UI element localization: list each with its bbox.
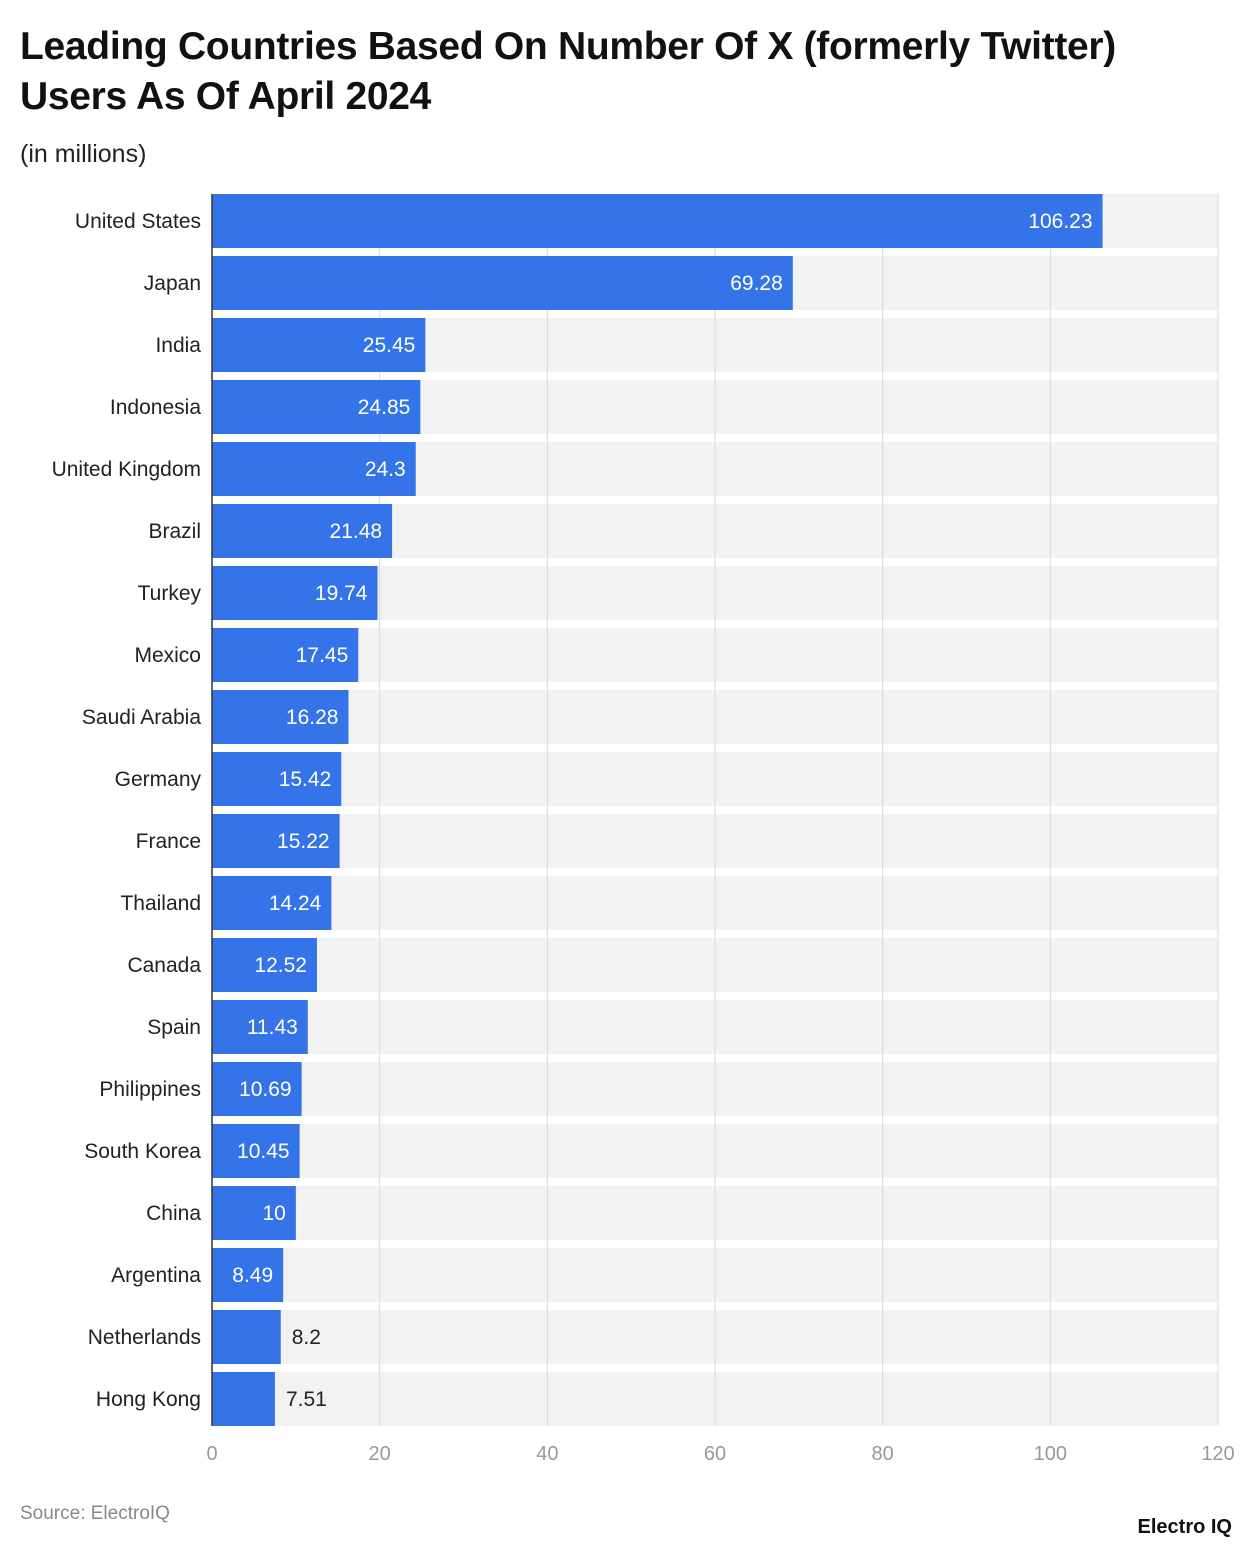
- data-label: 25.45: [363, 334, 416, 357]
- bar: [212, 1248, 284, 1302]
- data-label: 15.42: [279, 768, 332, 791]
- data-label: 10.45: [237, 1140, 290, 1163]
- bar: [212, 1372, 275, 1426]
- category-label: Canada: [127, 954, 201, 977]
- x-tick-label: 20: [369, 1443, 391, 1465]
- category-label: Mexico: [134, 644, 201, 667]
- data-label: 11.43: [247, 1016, 298, 1039]
- category-label: South Korea: [84, 1140, 201, 1163]
- bar: [212, 1062, 302, 1116]
- category-label: United States: [75, 210, 201, 233]
- category-label: Turkey: [138, 582, 202, 605]
- category-label: France: [136, 830, 201, 853]
- data-label: 10: [262, 1202, 285, 1225]
- x-tick-label: 60: [704, 1443, 726, 1465]
- data-label: 17.45: [296, 644, 349, 667]
- bar: [212, 690, 349, 744]
- bar: [212, 752, 342, 806]
- x-tick-label: 80: [872, 1443, 894, 1465]
- data-label: 8.2: [292, 1326, 321, 1349]
- bar: [212, 1310, 281, 1364]
- data-label: 12.52: [254, 954, 307, 977]
- bar: [212, 318, 426, 372]
- category-label: Japan: [144, 272, 201, 295]
- category-label: Thailand: [120, 892, 201, 915]
- category-label: India: [155, 334, 201, 357]
- category-label: Indonesia: [110, 396, 201, 419]
- category-label: Philippines: [99, 1078, 201, 1101]
- chart-subtitle: (in millions): [20, 140, 147, 168]
- bar: [212, 876, 332, 930]
- bar: [212, 938, 317, 992]
- category-label: Argentina: [111, 1264, 201, 1287]
- data-label: 7.51: [286, 1388, 327, 1411]
- bar: [212, 380, 421, 434]
- data-label: 15.22: [277, 830, 330, 853]
- category-label: Spain: [147, 1016, 201, 1039]
- brand-logo: Electro IQ: [1137, 1516, 1232, 1538]
- x-tick-label: 0: [206, 1443, 217, 1465]
- data-label: 14.24: [269, 892, 322, 915]
- bar: [212, 628, 359, 682]
- data-label: 21.48: [330, 520, 383, 543]
- data-label: 8.49: [232, 1264, 273, 1287]
- category-label: Netherlands: [88, 1326, 201, 1349]
- data-label: 19.74: [315, 582, 368, 605]
- data-label: 24.3: [365, 458, 406, 481]
- category-label: Brazil: [148, 520, 201, 543]
- bar: [212, 814, 340, 868]
- data-label: 69.28: [730, 272, 783, 295]
- x-tick-label: 100: [1034, 1443, 1067, 1465]
- bar: [212, 566, 378, 620]
- category-label: Saudi Arabia: [82, 706, 201, 729]
- data-label: 10.69: [239, 1078, 292, 1101]
- bar: [212, 1186, 296, 1240]
- data-label: 106.23: [1028, 210, 1092, 233]
- bar: [212, 442, 416, 496]
- data-label: 24.85: [358, 396, 411, 419]
- data-label: 16.28: [286, 706, 339, 729]
- category-label: Germany: [115, 768, 202, 791]
- bar: [212, 1124, 300, 1178]
- category-label: Hong Kong: [96, 1388, 201, 1411]
- bar: [212, 1000, 308, 1054]
- source-note: Source: ElectroIQ: [20, 1503, 170, 1524]
- category-label: China: [146, 1202, 201, 1225]
- x-tick-label: 40: [536, 1443, 558, 1465]
- bar: [212, 256, 793, 310]
- chart-title: Leading Countries Based On Number Of X (…: [20, 25, 1116, 118]
- bar: [212, 504, 393, 558]
- bar: [212, 194, 1103, 248]
- category-label: United Kingdom: [52, 458, 201, 481]
- x-tick-label: 120: [1201, 1443, 1234, 1465]
